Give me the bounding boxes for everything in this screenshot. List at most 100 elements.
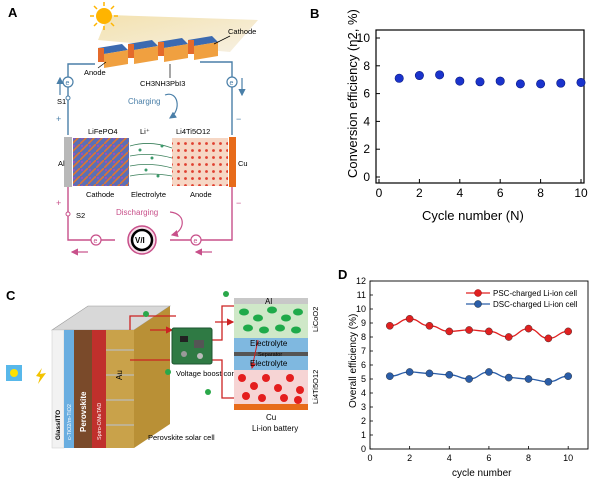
chart-d-xlabel: cycle number	[452, 468, 512, 479]
electrolyte-top-label: Electrolyte	[250, 339, 288, 348]
lightning-icon	[36, 368, 46, 384]
chart-d-xtick-label: 10	[563, 453, 573, 463]
sun-box-icon	[6, 365, 22, 381]
chart-d-ytick-label: 5	[361, 374, 366, 384]
chart-d-point	[405, 314, 414, 323]
cu-label: Cu	[238, 159, 248, 168]
chart-b-ytick-label: 4	[363, 114, 370, 128]
charging-label: Charging	[128, 97, 160, 106]
chart-b-frame	[375, 29, 585, 184]
lifepo4-label: LiFePO4	[88, 127, 118, 136]
al-label: Al	[58, 159, 65, 168]
battery-lto-label: Li4Ti5O12	[311, 370, 320, 404]
chart-d-ytick-label: 9	[361, 318, 366, 328]
anode-bottom-label: Anode	[190, 190, 212, 199]
chart-d-ytick-label: 8	[361, 332, 366, 342]
chart-b-yticks: 0 2 4 6 8 10	[357, 31, 380, 184]
chart-d-point	[425, 321, 434, 330]
switch-s2	[65, 211, 71, 217]
chart-d-point	[544, 377, 553, 386]
electron-left-bottom	[90, 234, 102, 246]
lto-label: Li4Ti5O12	[176, 127, 210, 136]
plus-bottom: +	[56, 198, 61, 208]
chart-d-point	[405, 368, 414, 376]
chart-b-point	[435, 70, 445, 80]
chart-d-point	[445, 327, 454, 336]
electrolyte-ions	[138, 144, 164, 178]
lto-anode	[172, 138, 228, 186]
spiro-label: Spiro-OMeTAD	[97, 403, 103, 440]
chart-b-point	[414, 71, 424, 81]
separator-label: Separator	[258, 352, 282, 358]
chart-d-ytick-label: 6	[361, 360, 366, 370]
cathode-top-label: Cathode	[228, 27, 256, 36]
lifepo4-cathode	[73, 138, 129, 186]
load-meter	[130, 228, 154, 252]
electron-right-top-label: e	[230, 80, 234, 87]
boost-label: Voltage boost converter	[176, 369, 255, 378]
anode-top-label: Anode	[84, 68, 106, 77]
chart-b-point	[576, 77, 586, 87]
legend-psc: PSC-charged Li-ion cell	[493, 289, 577, 298]
chart-b-point	[475, 77, 485, 87]
chart-b-xtick-label: 4	[456, 186, 463, 200]
discharging-arrow	[169, 211, 183, 238]
electron-dots	[143, 291, 229, 395]
panel-d-letter: D	[338, 267, 347, 282]
li-ion-battery	[234, 298, 308, 410]
chart-b-ytick-label: 6	[363, 87, 370, 101]
chart-b-ylabel: Conversion efficiency (η2, %)	[345, 9, 360, 178]
chart-d-series-line	[389, 318, 569, 340]
chart-d-ytick-label: 4	[361, 388, 366, 398]
chart-d-point	[386, 321, 394, 330]
chart-b-point	[455, 76, 465, 86]
panel-c-letter: C	[6, 288, 16, 303]
chart-d-ytick-label: 1	[361, 430, 366, 440]
chart-d-point	[386, 372, 394, 381]
chart-d-point	[485, 327, 493, 336]
legend-dsc: DSC-charged Li-ion cell	[493, 300, 578, 309]
electron-right-bottom-label: e	[194, 238, 198, 245]
chart-b-xtick-label: 0	[376, 186, 383, 200]
sun-icon	[90, 2, 118, 30]
licoo2-label: LiCoO2	[311, 307, 320, 332]
chart-b-xticks: 0 2 4 6 8 10	[376, 179, 588, 200]
perovskite-layer-label: Perovskite	[79, 391, 88, 432]
chart-d-point	[564, 372, 572, 381]
chart-b-points	[394, 70, 586, 89]
chart-d-ytick-label: 3	[361, 402, 366, 412]
battery-caption: Li-ion battery	[252, 424, 298, 433]
battery-al-label: Al	[265, 297, 272, 306]
chart-d-point	[465, 326, 473, 334]
anode-pointer	[97, 61, 107, 69]
chart-b-ytick-label: 10	[357, 31, 371, 45]
li-ion-label: Li⁺	[140, 127, 150, 136]
chart-d-ytick-label: 10	[356, 304, 366, 314]
chart-d-xtick-label: 4	[447, 453, 452, 463]
chart-d-ytick-label: 12	[356, 276, 366, 286]
chart-b-point	[495, 76, 505, 86]
electron-left-bottom-label: e	[94, 238, 98, 245]
perovskite-cells	[98, 36, 218, 68]
discharging-label: Discharging	[116, 208, 158, 217]
electron-right-bottom	[190, 234, 202, 246]
charging-arrow	[164, 93, 178, 119]
chart-b-xlabel: Cycle number (N)	[422, 208, 524, 223]
chart-b-xtick-label: 8	[537, 186, 544, 200]
chart-d-series	[386, 314, 572, 386]
ion-paths	[129, 143, 173, 177]
perovskite-cell-caption: Perovskite solar cell	[148, 433, 215, 442]
electron-left-top-label: e	[66, 80, 70, 87]
chart-d-xtick-label: 6	[486, 453, 491, 463]
chart-d-point	[504, 333, 513, 341]
chart-b-ytick-label: 2	[363, 142, 370, 156]
panel-a-letter: A	[8, 5, 18, 20]
switch-s1	[65, 95, 71, 101]
chart-d-ytick-label: 11	[357, 290, 366, 300]
chart-b-point	[556, 78, 566, 88]
minus-top: −	[236, 114, 241, 124]
chart-b-ytick-label: 0	[363, 170, 370, 184]
switch-s2-label: S2	[76, 211, 85, 220]
